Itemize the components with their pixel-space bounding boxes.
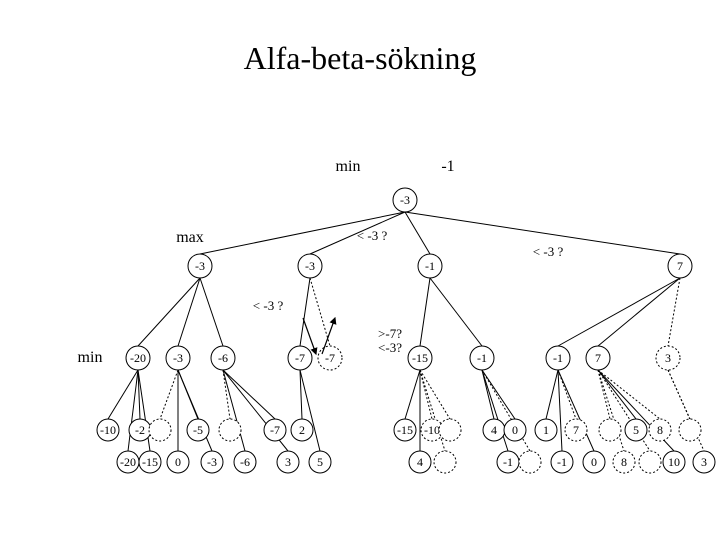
svg-text:3: 3: [665, 351, 671, 365]
svg-text:5: 5: [317, 455, 323, 469]
svg-text:-6: -6: [240, 455, 250, 469]
svg-text:4: 4: [491, 423, 497, 437]
svg-text:0: 0: [591, 455, 597, 469]
svg-text:-3: -3: [305, 259, 315, 273]
svg-text:0: 0: [512, 423, 518, 437]
svg-text:-1: -1: [477, 351, 487, 365]
svg-text:<-3?: <-3?: [378, 340, 402, 355]
svg-text:-3: -3: [173, 351, 183, 365]
svg-text:-3: -3: [195, 259, 205, 273]
svg-text:-7: -7: [295, 351, 305, 365]
svg-text:-1: -1: [557, 455, 567, 469]
svg-text:-6: -6: [218, 351, 228, 365]
svg-text:8: 8: [621, 455, 627, 469]
svg-text:-1: -1: [503, 455, 513, 469]
svg-text:-7: -7: [270, 423, 280, 437]
svg-text:2: 2: [299, 423, 305, 437]
svg-text:-15: -15: [142, 455, 158, 469]
svg-text:-15: -15: [397, 423, 413, 437]
tree-svg: -3-3-3-17-20-3-6-7-7-15-1-173-10-2-5-72-…: [0, 0, 720, 540]
svg-text:< -3 ?: < -3 ?: [253, 298, 284, 313]
svg-text:10: 10: [668, 455, 680, 469]
svg-text:1: 1: [543, 423, 549, 437]
svg-text:< -3 ?: < -3 ?: [533, 244, 564, 259]
svg-text:-2: -2: [135, 423, 145, 437]
svg-text:7: 7: [573, 423, 579, 437]
svg-text:8: 8: [657, 423, 663, 437]
svg-text:3: 3: [285, 455, 291, 469]
svg-text:-5: -5: [193, 423, 203, 437]
svg-text:-3: -3: [400, 193, 410, 207]
svg-text:-10: -10: [100, 423, 116, 437]
svg-text:-15: -15: [412, 351, 428, 365]
svg-text:-1: -1: [425, 259, 435, 273]
svg-text:-7: -7: [325, 351, 335, 365]
svg-text:-10: -10: [424, 423, 440, 437]
svg-text:-3: -3: [207, 455, 217, 469]
svg-text:-20: -20: [130, 351, 146, 365]
svg-text:3: 3: [701, 455, 707, 469]
svg-text:< -3 ?: < -3 ?: [357, 228, 388, 243]
svg-text:7: 7: [595, 351, 601, 365]
svg-text:-20: -20: [120, 455, 136, 469]
svg-text:7: 7: [677, 259, 683, 273]
svg-text:4: 4: [417, 455, 423, 469]
svg-text:0: 0: [175, 455, 181, 469]
svg-text:5: 5: [633, 423, 639, 437]
svg-text:-1: -1: [553, 351, 563, 365]
svg-text:>-7?: >-7?: [378, 326, 402, 341]
